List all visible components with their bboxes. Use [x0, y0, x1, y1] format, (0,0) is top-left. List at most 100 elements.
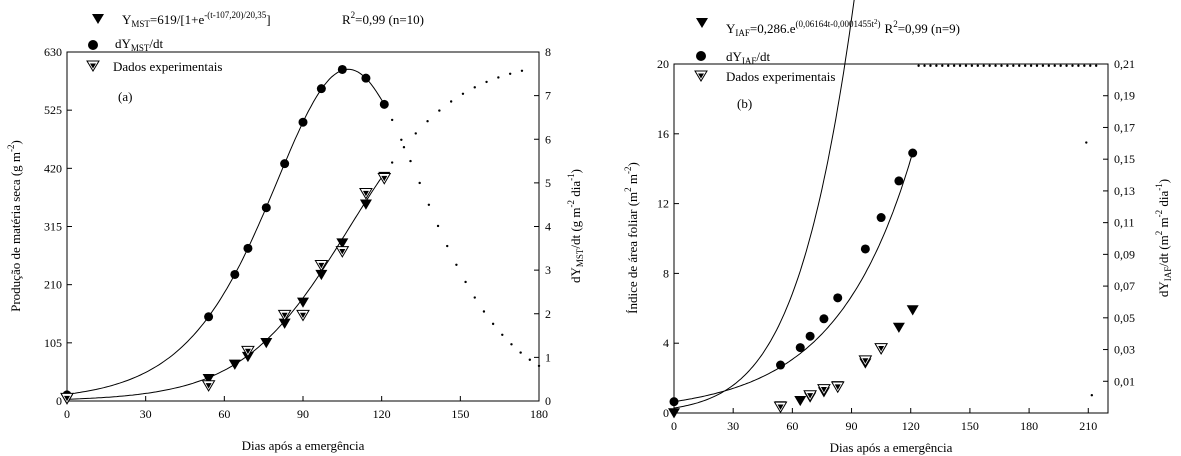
- y2-axis-label-b: dYIAF/dt (m2 m-2 dia-1): [1154, 179, 1173, 297]
- model-dot-b: [988, 64, 991, 67]
- deriv-point-a-10: [379, 99, 389, 109]
- legend-a: YMST=619/[1+e-(t-107,20)/20,35] R2=0,99 …: [86, 10, 424, 74]
- legend-b-deriv-text: dYIAF/dt: [726, 49, 771, 66]
- deriv-point-a-3: [243, 243, 253, 253]
- deriv-point-b-2: [795, 343, 805, 353]
- model-point-a-2: [228, 359, 241, 370]
- x-tick-label-b-2: 60: [786, 419, 798, 433]
- model-point-b-9-shape: [906, 305, 919, 316]
- panel-b: YIAF=0,286.e(0,06164t-0,0001455t2) R2=0,9…: [623, 0, 1173, 455]
- plot-frame-a: [66, 51, 540, 402]
- model-point-a-7-shape: [315, 269, 328, 281]
- model-dot-b: [1094, 64, 1098, 67]
- series-a-curves: [66, 68, 541, 400]
- model-dot-a: [438, 109, 441, 112]
- legend-a-deriv-text: dYMST/dt: [115, 36, 164, 53]
- model-dot-b: [1047, 64, 1051, 67]
- exp-point-a-1-core: [205, 383, 212, 389]
- y-tick-label-b-2: 8: [663, 266, 669, 280]
- y-tick-label-a-4: 420: [44, 161, 62, 175]
- model-dot-a: [414, 132, 417, 135]
- y2-tick-label-b-2: 0,05: [1114, 311, 1135, 325]
- model-dot-a: [508, 72, 512, 75]
- model-point-b-8: [892, 322, 905, 333]
- deriv-point-b-5: [833, 293, 843, 303]
- deriv-dot-a: [400, 138, 403, 142]
- deriv-dot-a: [464, 280, 467, 284]
- x-tick-label-b-7: 210: [1079, 419, 1097, 433]
- model-point-a-5-shape: [278, 318, 291, 329]
- legend-a-exp-text: Dados experimentais: [113, 59, 222, 74]
- model-dot-a: [473, 86, 476, 89]
- model-dot-b: [1012, 64, 1015, 67]
- model-point-a-4-shape: [260, 338, 273, 349]
- y-tick-label-b-4: 16: [657, 127, 669, 141]
- model-dot-b: [935, 64, 938, 67]
- model-dot-b: [1077, 64, 1080, 67]
- x-axis-label-a: Dias após a emergência: [242, 438, 365, 453]
- y2-tick-label-a-7: 7: [545, 89, 551, 103]
- x-tick-label-b-6: 180: [1020, 419, 1038, 433]
- legend-b-model-marker: [696, 18, 708, 28]
- y-tick-label-a-6: 630: [44, 45, 62, 59]
- y-axis-b: 0 4 8 12 16 20: [657, 57, 679, 420]
- deriv-dot-a: [537, 364, 541, 368]
- model-curve-a: [67, 173, 385, 400]
- deriv-dot-b: [1090, 394, 1094, 397]
- plot-frame-b: [673, 63, 1109, 414]
- model-dot-b: [1083, 64, 1086, 67]
- x-tick-label-b-4: 120: [902, 419, 920, 433]
- model-dot-a: [497, 76, 500, 79]
- y2-axis-b: 0,01 0,03 0,05 0,07 0,09 0,11 0,13 0,15 0,17 0,19…: [1103, 57, 1135, 388]
- legend-a-model-text: YMST=619/[1+e-(t-107,20)/20,35]: [122, 10, 271, 29]
- y2-tick-label-b-0: 0,01: [1114, 374, 1135, 388]
- exp-point-b-1-core: [807, 393, 814, 399]
- series-b-curves: [673, 0, 1098, 409]
- model-dot-b: [947, 64, 950, 67]
- exp-point-a-7-core: [362, 190, 369, 197]
- deriv-dot-a: [528, 358, 532, 361]
- x-tick-label-a-0: 0: [64, 407, 70, 421]
- deriv-dot-a: [390, 118, 394, 122]
- y2-tick-label-a-8: 8: [545, 45, 551, 59]
- deriv-dot-a: [455, 263, 458, 266]
- model-dot-b: [941, 64, 944, 67]
- exp-point-a-2: [241, 345, 255, 358]
- model-point-a-6: [297, 297, 309, 308]
- exp-point-a-4: [296, 309, 310, 322]
- legend-b-deriv-marker: [696, 51, 706, 61]
- model-dot-b: [976, 64, 979, 67]
- deriv-point-b-6: [860, 244, 870, 254]
- exp-point-a-4-core: [300, 312, 306, 319]
- y2-tick-label-a-0: 0: [545, 394, 551, 408]
- exp-point-b-0: [773, 401, 788, 414]
- deriv-point-b-4: [819, 314, 829, 324]
- y-tick-label-a-0: 0: [56, 394, 62, 408]
- exp-point-b-3-core: [834, 384, 841, 390]
- deriv-point-a-1: [204, 312, 214, 322]
- exp-point-a-5: [314, 259, 329, 272]
- y-tick-label-b-5: 20: [657, 57, 669, 71]
- model-dot-b: [1029, 64, 1033, 67]
- y2-axis-label-a: dYMST/dt (g m-2 dia-1): [566, 169, 585, 283]
- exp-point-a-8: [377, 173, 392, 185]
- legend-a-exp-marker: [86, 60, 100, 72]
- x-axis-b: 0 30 60 90 120 150 180 210: [671, 408, 1097, 433]
- model-dot-b: [1089, 64, 1092, 67]
- deriv-dot-a: [427, 203, 431, 206]
- y2-tick-label-a-5: 5: [545, 176, 551, 190]
- model-point-a-2-shape: [228, 359, 241, 370]
- x-axis-label-b: Dias após a emergência: [830, 440, 953, 455]
- model-dot-b: [964, 64, 968, 67]
- exp-point-b-4: [858, 355, 873, 368]
- model-dot-b: [1041, 64, 1045, 67]
- x-axis-a: 0 30 60 90 120 150 180: [64, 396, 548, 421]
- exp-point-b-2: [817, 384, 831, 396]
- deriv-dot-a: [418, 181, 421, 185]
- model-point-a-1-shape: [202, 374, 215, 385]
- model-dot-b: [1059, 64, 1062, 67]
- model-point-a-4: [260, 338, 273, 349]
- x-tick-label-a-3: 90: [297, 407, 309, 421]
- deriv-point-a-6: [298, 117, 308, 127]
